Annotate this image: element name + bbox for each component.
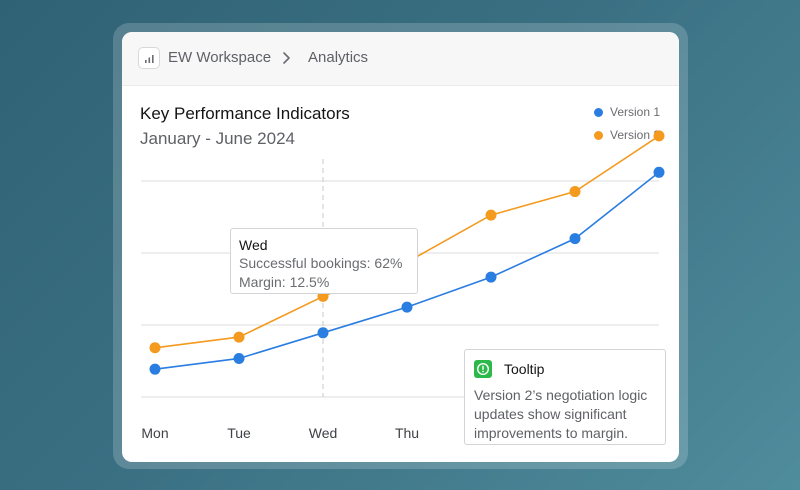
annotation-tooltip: Tooltip Version 2’s negotiation logic up… <box>464 349 666 445</box>
legend-dot-version-1 <box>594 107 603 117</box>
data-point-version-2-sun[interactable] <box>653 130 665 142</box>
data-point-version-2-mon[interactable] <box>149 342 161 354</box>
data-point-version-1-thu[interactable] <box>401 301 413 313</box>
chart-subtitle: January - June 2024 <box>140 129 295 148</box>
breadcrumb-analytics[interactable]: Analytics <box>308 49 369 66</box>
x-tick-label-mon: Mon <box>141 425 169 441</box>
x-tick-label-thu: Thu <box>394 425 420 441</box>
data-point-version-1-sun[interactable] <box>653 166 665 178</box>
breadcrumb-workspace[interactable]: EW Workspace <box>168 49 272 66</box>
x-tick-label-wed: Wed <box>308 425 338 441</box>
x-tick-label-tue: Tue <box>227 425 251 441</box>
chart-title: Key Performance Indicators <box>140 104 350 123</box>
header-bar: EW Workspace Analytics <box>122 32 679 86</box>
data-point-version-1-tue[interactable] <box>233 352 245 364</box>
hover-tooltip: Wed Successful bookings: 62% Margin: 12.… <box>230 228 418 294</box>
hover-tooltip-heading: Wed <box>239 237 268 253</box>
data-point-version-2-tue[interactable] <box>233 331 245 343</box>
analytics-card: EW Workspace Analytics Key Performance I… <box>122 32 679 462</box>
annotation-title: Tooltip <box>504 361 545 377</box>
legend-version-1[interactable]: Version 1 <box>594 105 660 119</box>
annotation-body: Version 2’s negotiation logic updates sh… <box>474 387 648 441</box>
data-point-version-1-fri[interactable] <box>485 271 497 283</box>
legend-version-2[interactable]: Version 2 <box>594 128 660 142</box>
data-point-version-2-fri[interactable] <box>485 209 497 221</box>
chevron-right-icon <box>283 52 290 64</box>
legend-label-version-1: Version 1 <box>610 105 661 119</box>
data-point-version-1-sat[interactable] <box>569 233 581 245</box>
hover-tooltip-margin: Margin: 12.5% <box>239 274 330 290</box>
legend-dot-version-2 <box>594 130 603 140</box>
data-point-version-1-wed[interactable] <box>317 327 329 339</box>
data-point-version-1-mon[interactable] <box>149 363 161 375</box>
hover-tooltip-bookings: Successful bookings: 62% <box>239 255 403 271</box>
data-point-version-2-sat[interactable] <box>569 186 581 198</box>
bar-chart-icon[interactable] <box>138 47 160 69</box>
info-icon <box>474 360 492 378</box>
legend-label-version-2: Version 2 <box>610 128 661 142</box>
